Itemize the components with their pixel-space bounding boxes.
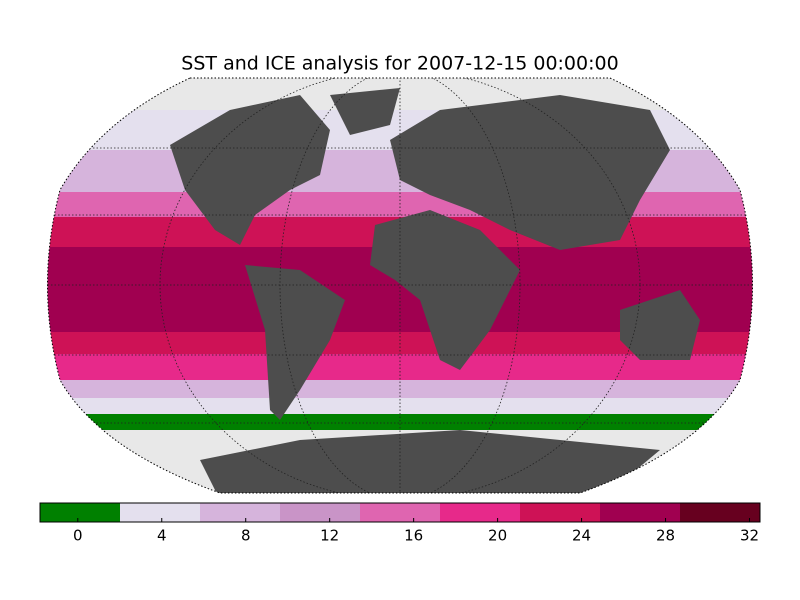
colorbar-tick-label: 24	[572, 527, 591, 545]
colorbar-segment	[40, 503, 121, 522]
colorbar: 0 4 8 12 16 20 24 28 32	[39, 502, 761, 545]
colorbar-segment	[200, 503, 281, 522]
colorbar-tick-label: 12	[320, 527, 339, 545]
map	[47, 78, 753, 493]
colorbar-tick-label: 32	[740, 527, 759, 545]
colorbar-tick-label: 16	[404, 527, 423, 545]
colorbar-tick-label: 4	[157, 527, 167, 545]
colorbar-segment	[600, 503, 681, 522]
colorbar-segment	[680, 503, 761, 522]
colorbar-segment	[440, 503, 521, 522]
colorbar-frame	[39, 502, 761, 523]
title: SST and ICE analysis for 2007-12-15 00:0…	[181, 53, 618, 75]
colorbar-tick-label: 8	[241, 527, 251, 545]
colorbar-tick-label: 0	[73, 527, 83, 545]
colorbar-segment	[280, 503, 361, 522]
colorbar-segment	[360, 503, 441, 522]
colorbar-segment	[120, 503, 201, 522]
colorbar-tick-label: 28	[656, 527, 675, 545]
colorbar-tick-label: 20	[488, 527, 507, 545]
colorbar-segment	[520, 503, 601, 522]
